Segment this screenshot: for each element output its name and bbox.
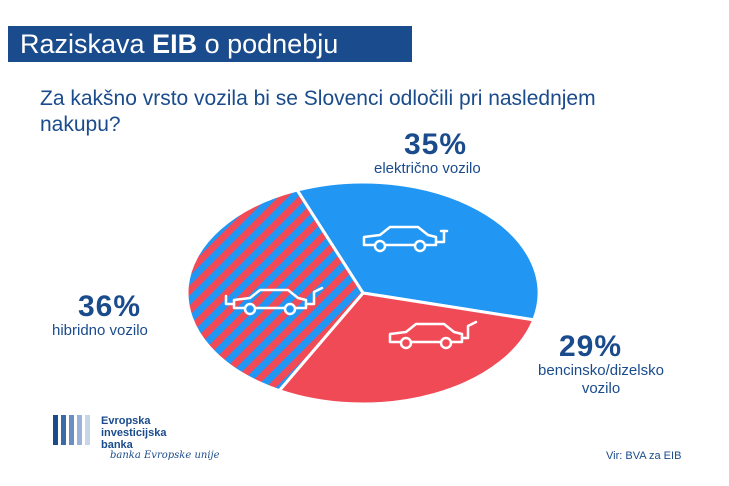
fuel-label: bencinsko/dizelsko vozilo <box>524 362 678 398</box>
fuel-label-line2: vozilo <box>581 380 621 397</box>
hybrid-label: hibridno vozilo <box>52 322 148 339</box>
eib-logo-icon <box>53 415 90 445</box>
logo-line3: banka <box>101 439 133 451</box>
logo-line2: investicijska <box>101 427 167 439</box>
fuel-label-line1: bencinsko/dizelsko <box>538 362 664 379</box>
electric-percent: 35% <box>404 128 468 161</box>
source-note: Vir: BVA za EIB <box>606 450 682 462</box>
hybrid-car-icon <box>224 286 324 316</box>
fuel-car-icon <box>388 320 478 350</box>
survey-question: Za kakšno vrsto vozila bi se Slovenci od… <box>40 87 596 136</box>
fuel-percent: 29% <box>559 330 623 363</box>
electric-label: električno vozilo <box>374 160 481 177</box>
header-banner <box>8 26 412 62</box>
eib-logo-text: Evropska investicijska banka <box>101 415 166 451</box>
title-bold: EIB <box>152 29 198 59</box>
title-prefix: Raziskava <box>20 29 145 59</box>
page-title: Raziskava EIB o podnebju <box>20 27 338 61</box>
eib-signature: banka Evropske unije <box>110 450 220 461</box>
logo-line1: Evropska <box>101 415 151 427</box>
title-suffix: o podnebju <box>204 29 339 59</box>
electric-car-icon <box>362 225 449 253</box>
hybrid-percent: 36% <box>78 290 142 323</box>
